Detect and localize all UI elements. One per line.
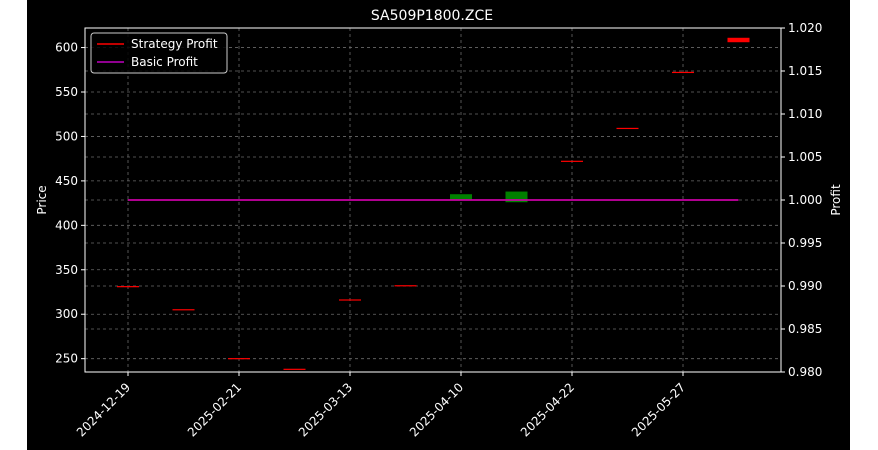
price-tick-label: 500 (55, 129, 78, 143)
price-tick-label: 450 (55, 174, 78, 188)
price-tick-label: 350 (55, 263, 78, 277)
profit-tick-label: 0.990 (788, 279, 822, 293)
date-tick-label: 2025-02-21 (185, 380, 244, 439)
profit-tick-label: 0.980 (788, 365, 822, 379)
candle (450, 194, 472, 200)
profit-tick-label: 1.015 (788, 64, 822, 78)
price-tick-label: 300 (55, 307, 78, 321)
legend-box (90, 32, 228, 74)
candle (117, 286, 139, 288)
profit-tick-label: 0.995 (788, 236, 822, 250)
chart-title: SA509P1800.ZCE (371, 8, 493, 24)
profit-tick-label: 1.010 (788, 107, 822, 121)
candle (339, 299, 361, 301)
legend-label-basic: Basic Profit (131, 55, 198, 69)
date-tick-label: 2025-05-27 (629, 380, 688, 439)
candle (228, 358, 250, 360)
left-axis-ticks: 250 300 350 400 450 500 550 600 (55, 41, 85, 366)
price-tick-label: 250 (55, 352, 78, 366)
price-tick-label: 550 (55, 85, 78, 99)
candle (283, 368, 306, 370)
candle-series (117, 37, 750, 370)
right-axis-label: Profit (829, 184, 843, 216)
price-tick-label: 600 (55, 41, 78, 55)
candle (672, 71, 694, 74)
profit-tick-label: 1.005 (788, 150, 822, 164)
x-axis-ticks: 2024-12-19 2025-02-21 2025-03-13 2025-04-10… (74, 372, 688, 439)
left-axis-label: Price (35, 185, 49, 214)
candle (561, 160, 583, 162)
legend-label-strategy: Strategy Profit (131, 37, 218, 51)
candle (727, 37, 750, 43)
right-axis-ticks: 0.980 0.985 0.990 0.995 1.000 1.005 1.010 1.015… (781, 21, 822, 379)
profit-tick-label: 1.020 (788, 21, 822, 35)
profit-tick-label: 0.985 (788, 322, 822, 336)
price-tick-label: 400 (55, 218, 78, 232)
candle (616, 127, 639, 130)
date-tick-label: 2025-04-22 (518, 380, 577, 439)
profit-tick-label: 1.000 (788, 193, 822, 207)
legend: Strategy Profit Basic Profit (90, 32, 228, 74)
candle (505, 191, 528, 203)
candle (172, 309, 195, 311)
date-tick-label: 2025-04-10 (407, 380, 466, 439)
candle (394, 285, 417, 287)
date-tick-label: 2025-03-13 (296, 380, 355, 439)
date-tick-label: 2024-12-19 (74, 380, 133, 439)
